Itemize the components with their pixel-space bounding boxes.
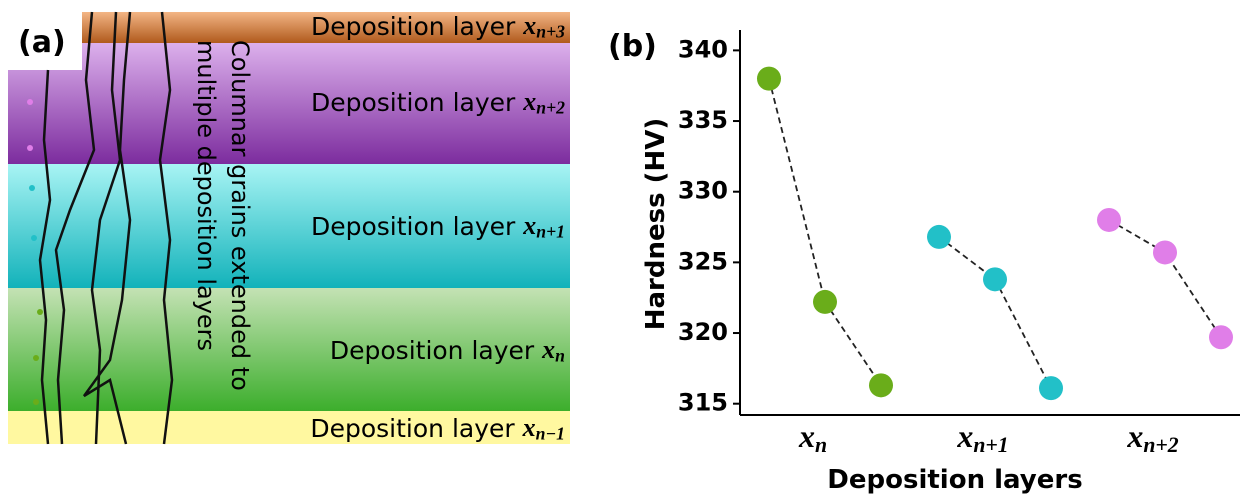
annotation-line: multiple deposition layers xyxy=(192,40,220,351)
math-var: x xyxy=(956,418,973,454)
connector xyxy=(769,79,881,386)
connector xyxy=(939,237,1051,388)
math-sub: n xyxy=(555,346,565,366)
math-var: x xyxy=(522,87,536,116)
math-sub: n+1 xyxy=(973,433,1008,457)
y-axis-label: Hardness (HV) xyxy=(641,118,671,331)
layer-text: Deposition layer xyxy=(310,414,515,443)
x-tick-label: xn xyxy=(798,418,827,457)
x-axis-label: Deposition layers xyxy=(827,465,1082,495)
point xyxy=(757,67,781,91)
layer-text: Deposition layer xyxy=(330,336,535,365)
math-sub: n+1 xyxy=(536,222,565,242)
point xyxy=(869,373,893,397)
point xyxy=(927,225,951,249)
point xyxy=(1153,240,1177,264)
layer-text: Deposition layer xyxy=(311,12,516,41)
layer-label: Deposition layer xn−1 xyxy=(310,413,565,444)
math-sub: n−1 xyxy=(536,424,565,444)
math-sub: n xyxy=(815,433,827,457)
y-tick-label: 330 xyxy=(678,177,728,205)
connector xyxy=(1109,220,1221,337)
layer-label: Deposition layer xn xyxy=(330,335,565,366)
layer-label: Deposition layer xn+3 xyxy=(311,11,565,42)
y-tick-label: 320 xyxy=(678,318,728,346)
point xyxy=(983,267,1007,291)
annotation-line: Columnar grains extended to xyxy=(226,40,254,391)
y-tick-label: 335 xyxy=(678,106,728,134)
math-var: x xyxy=(1126,418,1143,454)
point xyxy=(1209,325,1233,349)
layer-label: Deposition layer xn+2 xyxy=(311,87,565,118)
x-tick-label: xn+1 xyxy=(956,418,1008,457)
y-tick-label: 315 xyxy=(678,389,728,417)
point xyxy=(1097,208,1121,232)
math-sub: n+3 xyxy=(536,22,565,42)
x-tick-label: xn+2 xyxy=(1126,418,1178,457)
math-var: x xyxy=(522,413,536,442)
layer-label: Deposition layer xn+1 xyxy=(311,211,565,242)
page: (a) Columnar grains extended to multiple… xyxy=(0,0,1244,498)
math-var: x xyxy=(522,211,536,240)
point xyxy=(813,290,837,314)
math-sub: n+2 xyxy=(536,98,565,118)
math-sub: n+2 xyxy=(1143,433,1178,457)
y-tick-label: 325 xyxy=(678,247,728,275)
y-tick-label: 340 xyxy=(678,35,728,63)
math-var: x xyxy=(522,11,536,40)
layer-text: Deposition layer xyxy=(311,88,516,117)
figure: (a) Columnar grains extended to multiple… xyxy=(0,0,1244,498)
math-var: x xyxy=(798,418,815,454)
math-var: x xyxy=(541,335,555,364)
point xyxy=(1039,376,1063,400)
panel-label: (a) xyxy=(18,25,66,60)
panel-label: (b) xyxy=(608,29,657,64)
layer-text: Deposition layer xyxy=(311,212,516,241)
